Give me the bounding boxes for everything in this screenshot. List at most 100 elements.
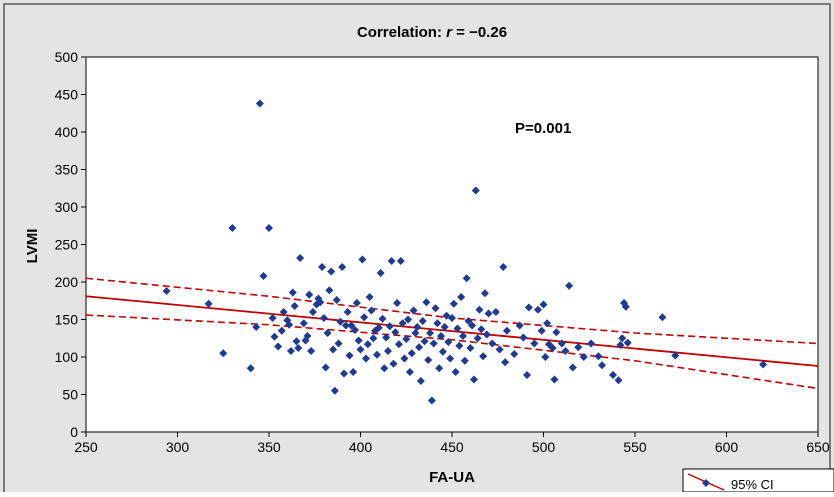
x-tick-label: 250 <box>74 439 98 455</box>
data-point <box>446 354 455 363</box>
data-point <box>296 254 305 262</box>
data-point <box>444 338 453 346</box>
data-point <box>457 293 466 301</box>
data-point <box>404 315 413 324</box>
data-point <box>389 359 398 368</box>
ci-lower-line <box>85 314 819 390</box>
data-point <box>451 368 460 376</box>
data-point <box>259 272 268 280</box>
data-point <box>519 333 528 342</box>
data-point <box>491 308 500 316</box>
data-point <box>374 323 383 332</box>
data-point <box>418 317 427 325</box>
y-tick-label: 500 <box>55 49 79 65</box>
data-point <box>488 339 497 348</box>
data-point <box>510 350 519 358</box>
data-point <box>336 317 345 326</box>
data-point <box>334 339 343 348</box>
data-point <box>305 290 314 299</box>
data-point <box>614 376 623 385</box>
data-point <box>363 340 372 349</box>
y-tick-label: 100 <box>55 349 79 365</box>
data-point <box>318 263 327 271</box>
data-point <box>325 286 334 295</box>
data-point <box>557 339 566 348</box>
data-point <box>449 299 458 308</box>
data-point <box>621 302 630 311</box>
data-point <box>285 320 294 329</box>
data-point <box>303 332 312 340</box>
legend-marker-symbol <box>702 479 710 487</box>
data-point <box>270 332 279 341</box>
data-point <box>279 308 288 316</box>
data-point <box>448 314 456 322</box>
x-tick-label: 300 <box>166 439 190 455</box>
data-point <box>658 313 667 322</box>
data-point <box>515 321 524 330</box>
data-point <box>394 340 403 349</box>
regression-line-group <box>85 295 819 367</box>
data-point <box>431 304 440 313</box>
data-point <box>356 345 365 354</box>
y-tick-label: 50 <box>62 387 78 403</box>
p-value-annotation: P=0.001 <box>515 120 571 137</box>
data-point <box>598 361 607 370</box>
y-tick-label: 250 <box>55 237 79 253</box>
data-point <box>341 321 350 330</box>
data-point <box>385 322 394 331</box>
data-point <box>426 329 435 337</box>
data-point <box>340 369 349 378</box>
data-point <box>411 329 420 337</box>
y-tick-label: 350 <box>55 162 79 178</box>
y-tick-label: 450 <box>55 87 79 103</box>
data-point <box>574 343 583 352</box>
data-point <box>579 353 588 361</box>
data-point <box>382 333 391 342</box>
data-point <box>466 344 475 352</box>
data-point <box>265 224 273 232</box>
data-point <box>407 349 416 358</box>
data-point <box>352 299 361 307</box>
data-point <box>537 326 546 335</box>
data-point <box>367 306 376 315</box>
data-point <box>369 334 378 343</box>
data-point <box>534 305 543 314</box>
data-point <box>252 323 261 331</box>
data-point <box>277 326 286 335</box>
data-point <box>616 341 625 349</box>
data-point <box>351 326 360 334</box>
data-point <box>323 329 332 337</box>
data-point <box>484 309 493 318</box>
data-point <box>437 332 446 340</box>
chart-title: Correlation: r = −0.26 <box>357 24 507 41</box>
data-point <box>376 269 385 277</box>
data-point <box>427 396 436 405</box>
data-point <box>391 328 400 337</box>
data-point <box>383 347 392 355</box>
data-point <box>530 339 539 348</box>
data-point <box>671 351 680 360</box>
data-point <box>398 319 407 328</box>
data-point <box>469 375 478 384</box>
x-tick-label: 600 <box>715 439 739 455</box>
y-axis-label: LVMI <box>24 229 41 264</box>
data-point <box>204 299 213 308</box>
data-point <box>495 345 504 354</box>
data-point <box>360 313 369 322</box>
data-point <box>480 289 489 298</box>
x-tick-label: 650 <box>806 439 830 455</box>
data-point <box>543 319 552 328</box>
data-point <box>327 267 336 276</box>
data-point <box>343 308 352 316</box>
y-tick-label: 200 <box>55 274 79 290</box>
data-point <box>162 287 171 295</box>
data-point <box>453 324 462 333</box>
data-point <box>501 358 510 367</box>
data-point <box>548 344 557 352</box>
data-point <box>552 328 561 337</box>
data-point <box>402 335 411 343</box>
data-point <box>468 321 477 330</box>
legend-label: 95% CI <box>731 477 774 492</box>
data-point <box>316 298 325 307</box>
